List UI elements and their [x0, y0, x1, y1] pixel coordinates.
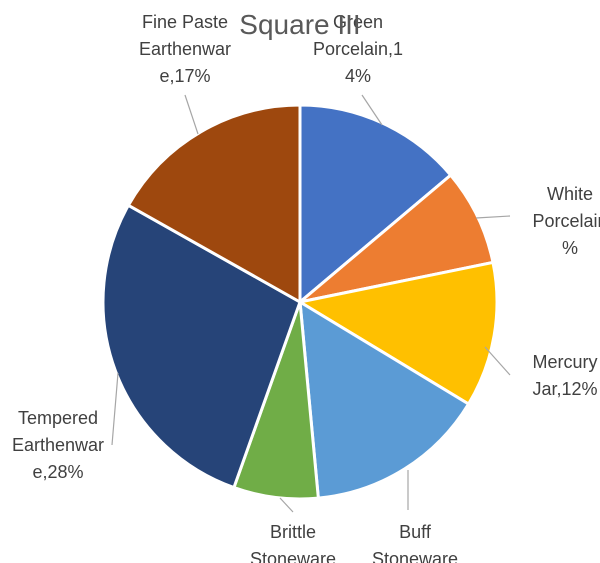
slice-label-line: 4% — [345, 66, 371, 86]
slice-label-line: Tempered — [18, 408, 98, 428]
slice-label-line: e,28% — [32, 462, 83, 482]
slice-label-line: Earthenwar — [139, 39, 231, 59]
slice-label-line: Earthenwar — [12, 435, 104, 455]
leader-line — [484, 346, 511, 376]
pie-slice-fine-paste-earthenware — [126, 103, 302, 305]
slice-label-line: Stoneware — [372, 549, 458, 563]
slice-label-line: White — [547, 184, 593, 204]
pie-slice-green-porcelain — [298, 103, 453, 306]
slice-label-line: Porcelain — [532, 211, 600, 231]
pie-slice-mercury-jar — [295, 260, 499, 407]
slice-label: Buff Stoneware — [372, 522, 458, 563]
slice-label: Tempered Earthenwar e,28% — [12, 408, 104, 482]
leader-line — [475, 215, 511, 219]
leader-line — [184, 94, 199, 135]
slice-label-line: Buff — [399, 522, 432, 542]
chart-title: Square III — [239, 9, 360, 40]
slice-label-line: Green — [333, 12, 383, 32]
slices-layer — [101, 103, 499, 501]
leader-line — [279, 497, 294, 513]
slice-label-line: Stoneware — [250, 549, 336, 563]
slice-label: Mercury Jar,12% — [532, 352, 597, 399]
slice-label: Brittle Stoneware — [250, 522, 336, 563]
slice-label-line: Mercury — [532, 352, 597, 372]
slice-label-line: Porcelain,1 — [313, 39, 403, 59]
slice-label-line: e,17% — [159, 66, 210, 86]
slice-label-line: % — [562, 238, 578, 258]
slice-label: White Porcelain% — [532, 184, 600, 258]
leader-line — [361, 94, 383, 126]
slice-label: Green Porcelain,1 4% — [313, 12, 403, 86]
slice-label-line: Brittle — [270, 522, 316, 542]
leader-line — [111, 372, 119, 446]
slice-label-line: Fine Paste — [142, 12, 228, 32]
leader-lines-layer — [111, 94, 511, 513]
pie-slice-buff-stoneware — [298, 299, 471, 500]
slice-label-line: Jar,12% — [532, 379, 597, 399]
pie-slice-white-porcelain — [299, 172, 495, 304]
slice-label: Fine Paste Earthenwar e,17% — [139, 12, 231, 86]
slice-labels-layer: Green Porcelain,1 4% White Porcelain% Mercury… — [12, 12, 600, 563]
